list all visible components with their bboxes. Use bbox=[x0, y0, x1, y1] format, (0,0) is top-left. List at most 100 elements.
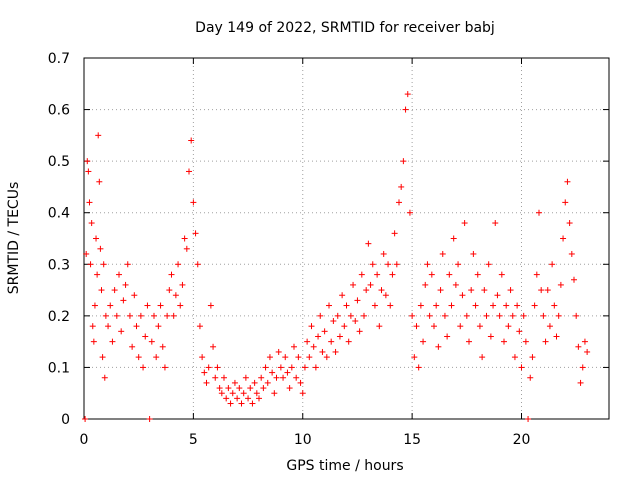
data-point bbox=[166, 287, 173, 294]
data-point bbox=[400, 158, 407, 165]
data-point bbox=[341, 323, 348, 330]
data-point bbox=[84, 158, 91, 165]
data-point bbox=[328, 338, 335, 345]
data-point bbox=[540, 312, 547, 319]
data-point bbox=[236, 385, 243, 392]
data-point bbox=[91, 302, 98, 309]
data-point bbox=[113, 312, 120, 319]
data-point bbox=[90, 338, 97, 345]
data-point bbox=[181, 235, 188, 242]
data-point bbox=[116, 271, 122, 278]
data-point bbox=[584, 348, 591, 355]
data-point bbox=[466, 338, 472, 345]
y-tick-label: 0.3 bbox=[48, 257, 70, 273]
data-point bbox=[223, 395, 230, 402]
data-point bbox=[450, 235, 457, 242]
data-point bbox=[555, 312, 562, 319]
data-point bbox=[240, 390, 247, 397]
data-point bbox=[183, 245, 190, 252]
grid-lines bbox=[84, 58, 609, 419]
y-tick-label: 0.2 bbox=[48, 309, 70, 325]
data-point bbox=[494, 292, 501, 299]
data-point bbox=[312, 364, 319, 371]
data-point bbox=[426, 312, 433, 319]
data-point bbox=[404, 91, 411, 98]
data-point bbox=[291, 343, 297, 350]
data-point bbox=[155, 323, 162, 330]
data-point bbox=[133, 323, 140, 330]
data-point bbox=[157, 302, 164, 309]
data-point bbox=[422, 281, 429, 288]
data-point bbox=[509, 312, 516, 319]
data-point bbox=[468, 287, 475, 294]
data-point bbox=[330, 318, 337, 325]
data-point bbox=[525, 416, 532, 422]
data-point bbox=[457, 323, 464, 330]
data-point bbox=[439, 250, 446, 257]
data-point bbox=[511, 354, 518, 361]
data-point bbox=[124, 261, 131, 268]
data-point bbox=[498, 271, 505, 278]
data-point bbox=[345, 338, 352, 345]
data-point bbox=[321, 328, 328, 335]
x-tick-label: 10 bbox=[294, 432, 312, 448]
data-point bbox=[168, 271, 175, 278]
data-point bbox=[507, 287, 514, 294]
data-point bbox=[249, 400, 256, 407]
data-point bbox=[212, 374, 219, 381]
data-point bbox=[186, 168, 192, 175]
data-point bbox=[441, 312, 448, 319]
data-point bbox=[369, 261, 376, 268]
data-point bbox=[271, 390, 278, 397]
data-point bbox=[179, 281, 186, 288]
data-point bbox=[269, 369, 276, 376]
data-point bbox=[229, 390, 236, 397]
data-point bbox=[304, 338, 311, 345]
data-point bbox=[413, 323, 420, 330]
data-point bbox=[562, 199, 569, 206]
data-point bbox=[273, 374, 280, 381]
data-point bbox=[391, 230, 398, 237]
data-point bbox=[527, 374, 534, 381]
data-point bbox=[571, 276, 577, 283]
data-point bbox=[501, 338, 507, 345]
data-point bbox=[549, 261, 556, 268]
data-point bbox=[387, 302, 394, 309]
data-point bbox=[531, 302, 538, 309]
data-point bbox=[93, 235, 100, 242]
data-point bbox=[135, 354, 142, 361]
data-point bbox=[411, 354, 418, 361]
data-point bbox=[474, 271, 481, 278]
data-point bbox=[542, 338, 549, 345]
data-point bbox=[546, 323, 553, 330]
data-point bbox=[247, 385, 254, 392]
data-point bbox=[245, 395, 252, 402]
data-point bbox=[435, 343, 442, 350]
data-point bbox=[227, 400, 234, 407]
data-point bbox=[461, 220, 468, 227]
data-point bbox=[358, 271, 365, 278]
data-point bbox=[376, 323, 383, 330]
data-point bbox=[148, 338, 155, 345]
data-point bbox=[86, 199, 93, 206]
data-point bbox=[218, 390, 225, 397]
data-point bbox=[94, 271, 101, 278]
data-point bbox=[505, 323, 512, 330]
y-tick-label: 0.6 bbox=[48, 103, 70, 119]
data-point bbox=[99, 354, 106, 361]
data-point bbox=[424, 261, 431, 268]
x-tick-label: 15 bbox=[403, 432, 421, 448]
plot-frame bbox=[83, 57, 610, 420]
data-point bbox=[448, 302, 455, 309]
data-point bbox=[159, 343, 166, 350]
data-point bbox=[301, 364, 308, 371]
data-point bbox=[231, 379, 238, 386]
data-point bbox=[87, 261, 94, 268]
data-point bbox=[284, 369, 291, 376]
data-point bbox=[544, 287, 551, 294]
data-point bbox=[483, 312, 490, 319]
data-point bbox=[520, 312, 527, 319]
data-point bbox=[343, 302, 350, 309]
data-point bbox=[105, 323, 112, 330]
data-point bbox=[286, 385, 293, 392]
